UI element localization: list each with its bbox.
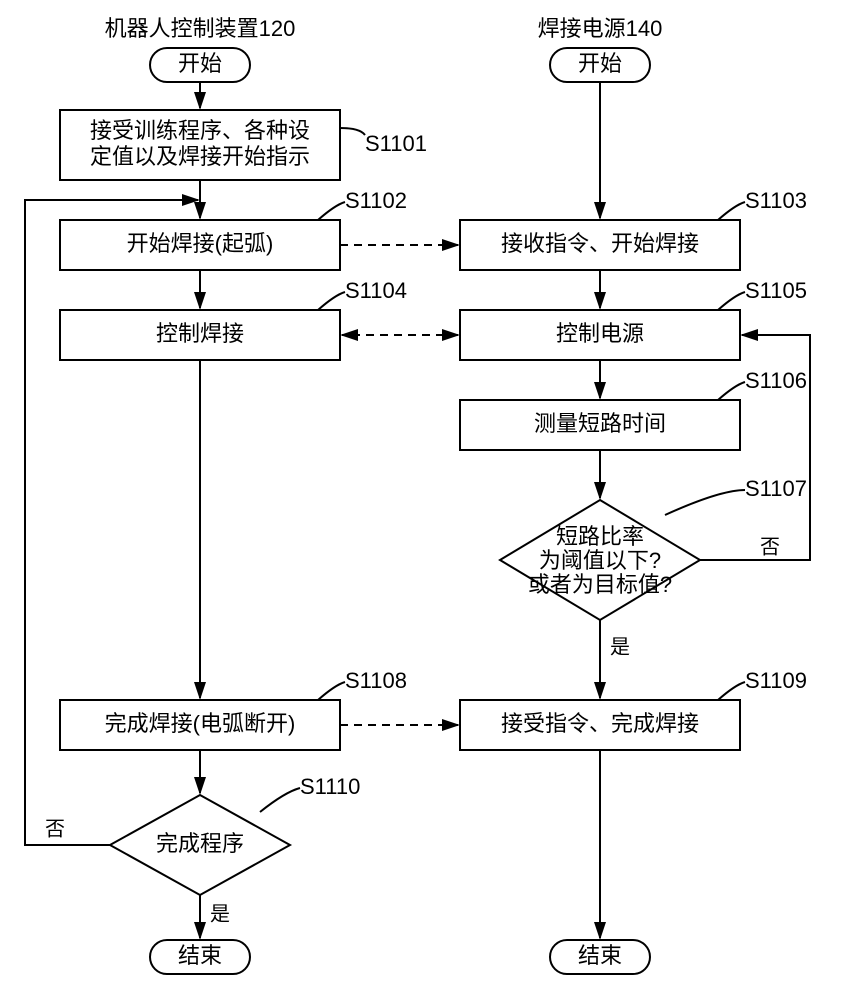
header-right: 焊接电源140 xyxy=(538,16,663,41)
label-s1102: S1102 xyxy=(345,188,407,213)
callout-s1104 xyxy=(318,292,345,310)
label-s1101: S1101 xyxy=(365,131,427,156)
callout-s1102 xyxy=(318,202,345,220)
s1105-text: 控制电源 xyxy=(556,321,644,346)
right-end-label: 结束 xyxy=(578,943,622,968)
flowchart: 机器人控制装置120 焊接电源140 开始 接受训练程序、各种设 定值以及焊接开… xyxy=(0,0,841,1000)
callout-s1105 xyxy=(718,292,745,310)
callout-s1101 xyxy=(340,128,365,135)
label-s1106: S1106 xyxy=(745,368,807,393)
s1101-line1: 接受训练程序、各种设 xyxy=(90,118,310,143)
s1104-text: 控制焊接 xyxy=(156,321,244,346)
callout-s1106 xyxy=(718,382,745,400)
s1107-yes: 是 xyxy=(610,636,630,658)
s1110-text: 完成程序 xyxy=(156,831,244,856)
s1110-no: 否 xyxy=(45,818,65,840)
label-s1107: S1107 xyxy=(745,476,807,501)
label-s1109: S1109 xyxy=(745,668,807,693)
callout-s1103 xyxy=(718,202,745,220)
left-end-label: 结束 xyxy=(178,943,222,968)
right-start-label: 开始 xyxy=(578,51,622,76)
s1107-no: 否 xyxy=(760,536,780,558)
s1103-text: 接收指令、开始焊接 xyxy=(501,231,699,256)
left-start-label: 开始 xyxy=(178,51,222,76)
s1109-text: 接受指令、完成焊接 xyxy=(501,711,699,736)
s1107-line1: 短路比率 xyxy=(556,524,644,549)
callout-s1110 xyxy=(260,788,300,812)
label-s1110: S1110 xyxy=(300,774,360,799)
label-s1104: S1104 xyxy=(345,278,407,303)
s1106-text: 测量短路时间 xyxy=(534,411,666,436)
s1102-text: 开始焊接(起弧) xyxy=(127,231,274,256)
s1107-line3: 或者为目标值? xyxy=(528,572,672,597)
header-left: 机器人控制装置120 xyxy=(105,16,296,41)
callout-s1109 xyxy=(718,682,745,700)
callout-s1108 xyxy=(318,682,345,700)
s1107-line2: 为阈值以下? xyxy=(539,548,661,573)
callout-s1107 xyxy=(665,490,745,515)
s1108-text: 完成焊接(电弧断开) xyxy=(105,711,296,736)
label-s1108: S1108 xyxy=(345,668,407,693)
s1101-line2: 定值以及焊接开始指示 xyxy=(90,144,310,169)
label-s1105: S1105 xyxy=(745,278,807,303)
label-s1103: S1103 xyxy=(745,188,807,213)
s1110-yes: 是 xyxy=(210,903,230,925)
